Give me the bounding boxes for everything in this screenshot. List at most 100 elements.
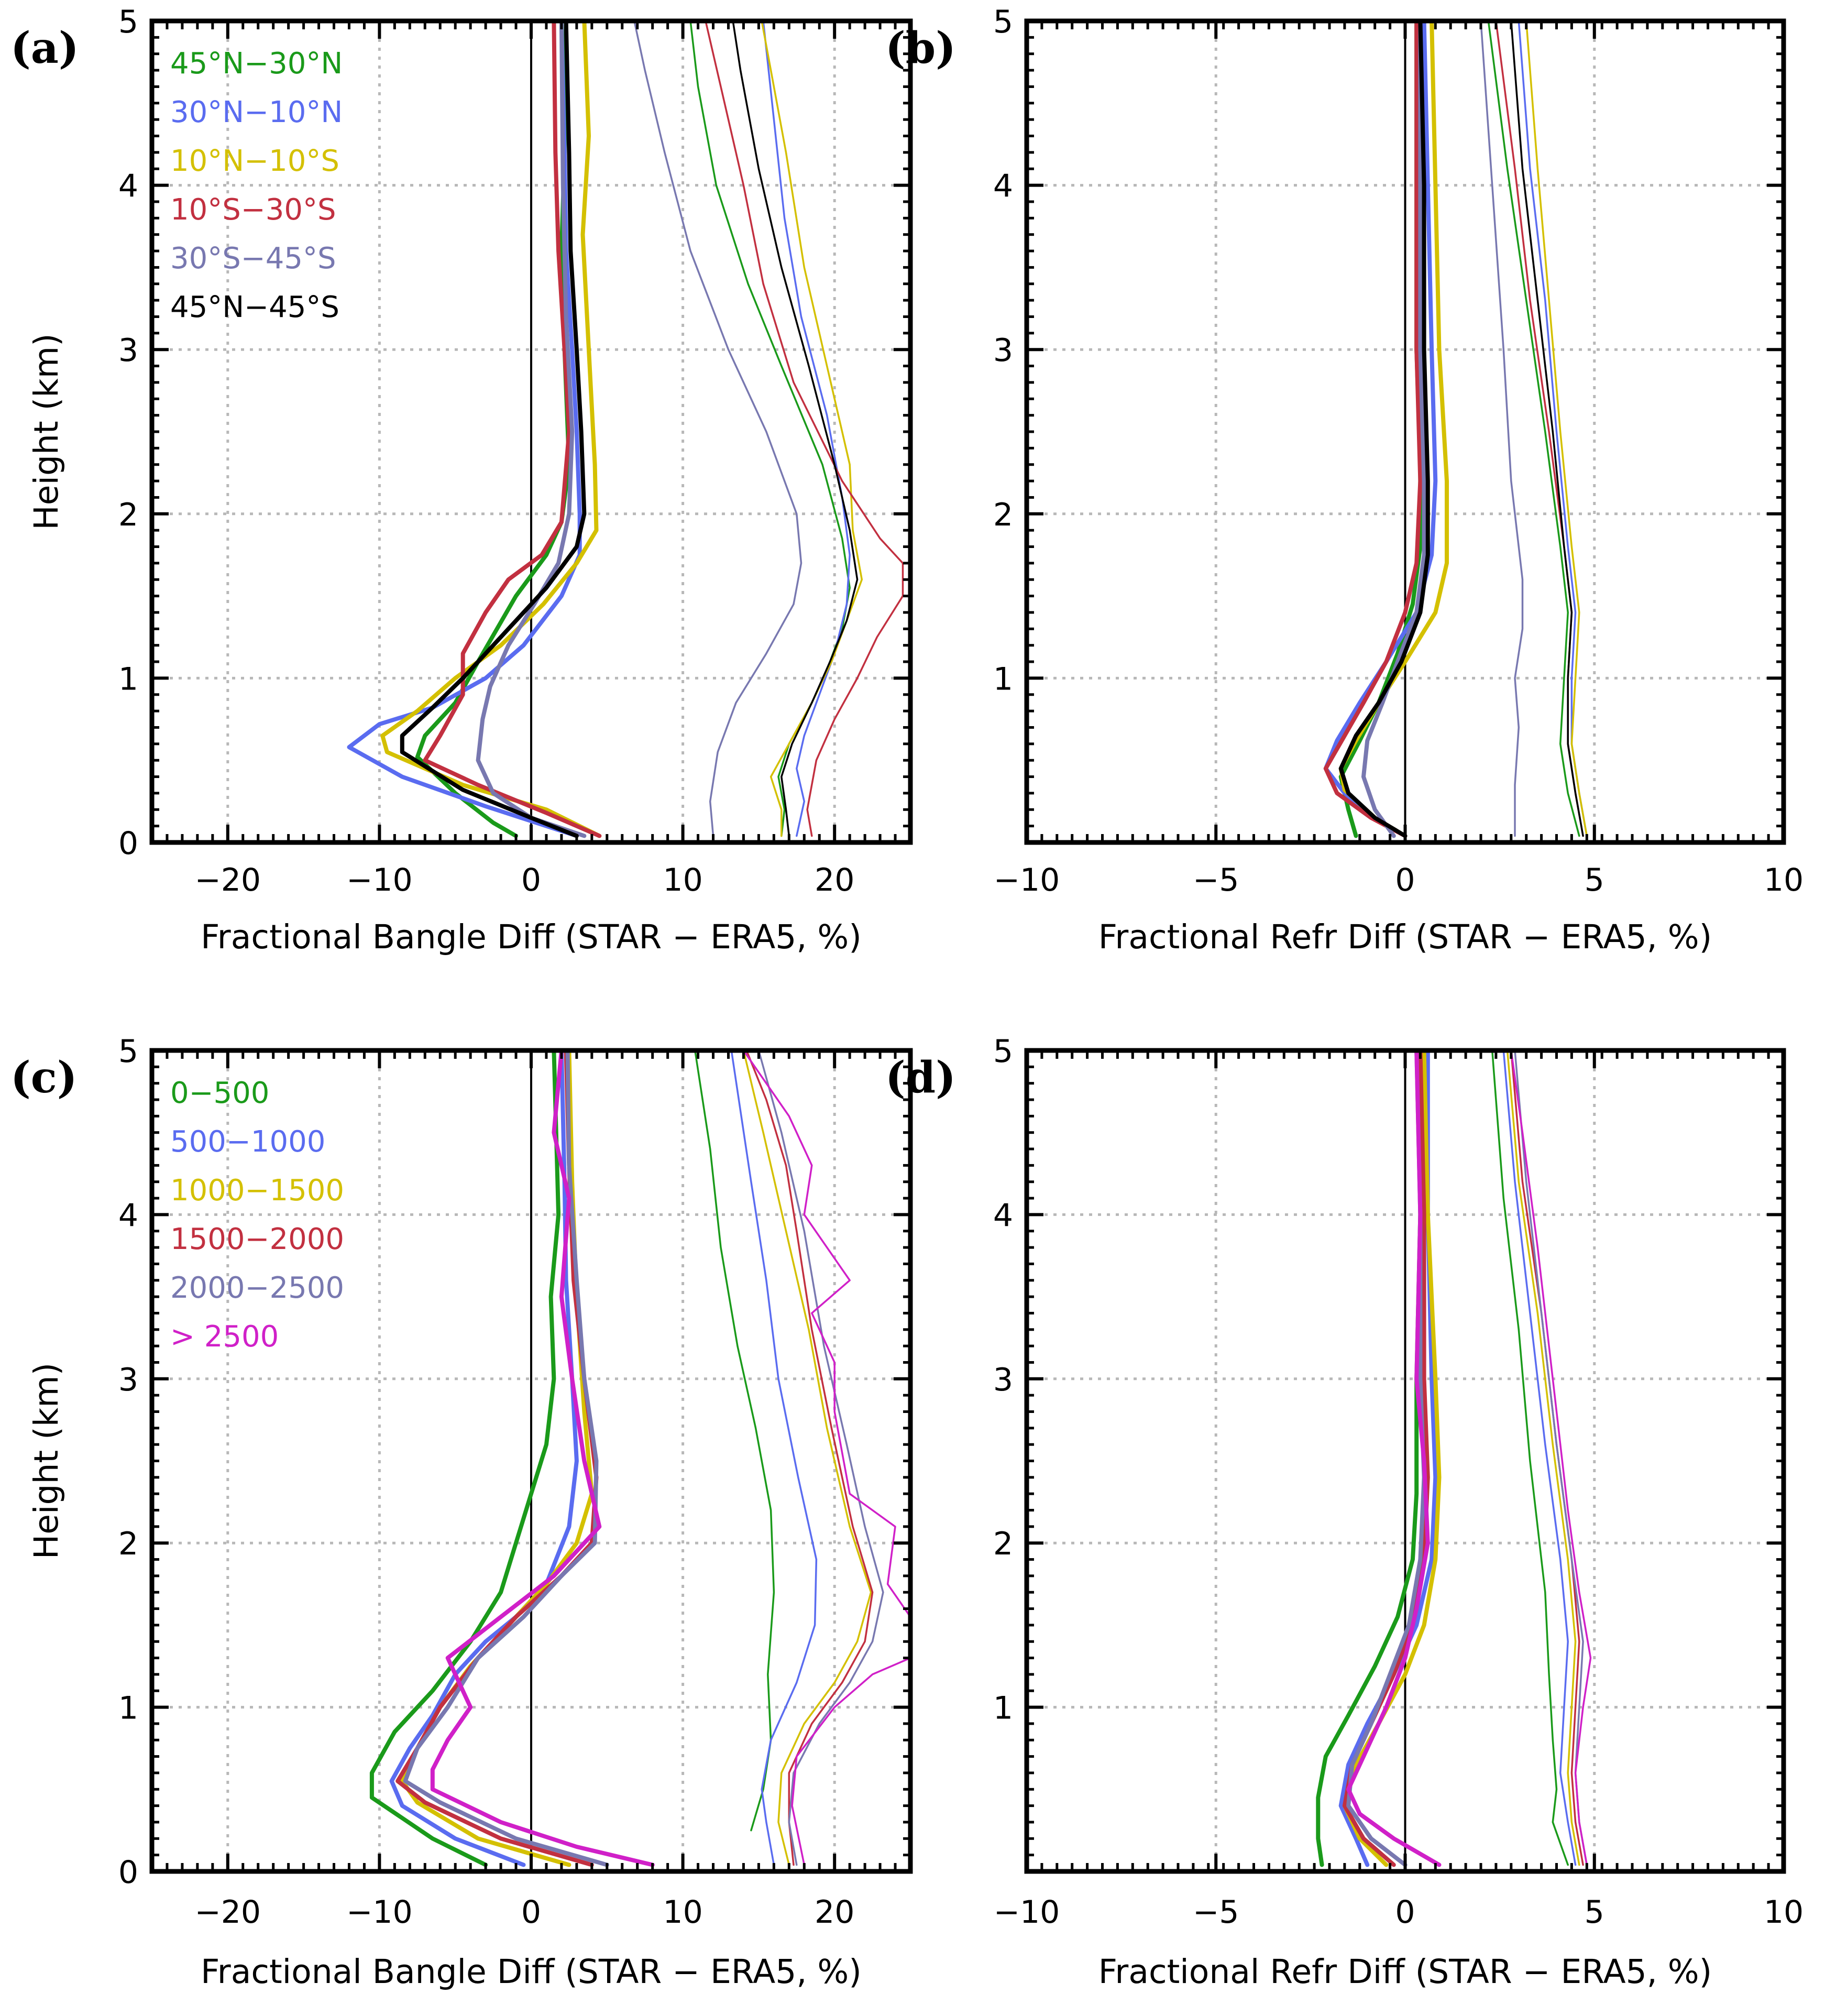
legend-entry: 500−1000 xyxy=(170,1125,325,1159)
minor-ticks xyxy=(1025,19,1785,844)
legend-entry: 10°N−10°S xyxy=(170,144,339,178)
minor-ticks xyxy=(1025,1049,1785,1873)
x-tick-label: 10 xyxy=(1764,862,1804,899)
y-tick-label: 5 xyxy=(118,1033,138,1070)
x-tick-label: −10 xyxy=(994,862,1060,899)
x-axis-label: Fractional Refr Diff (STAR − ERA5, %) xyxy=(1098,1953,1712,1991)
panel-label: (c) xyxy=(10,1053,78,1103)
legend-entry: 30°S−45°S xyxy=(170,242,336,276)
x-tick-label: −5 xyxy=(1193,862,1239,899)
series-line-spread-7 xyxy=(1495,21,1584,837)
panel-label: (b) xyxy=(885,23,956,73)
x-axis-label: Fractional Bangle Diff (STAR − ERA5, %) xyxy=(201,918,862,956)
y-tick-label: 1 xyxy=(118,1690,138,1727)
x-tick-label: 20 xyxy=(815,862,854,899)
series-line-spread-7 xyxy=(705,21,904,837)
series-line-mean-8 xyxy=(403,1050,609,1867)
y-tick-label: 5 xyxy=(993,1033,1013,1070)
series-line-mean-8 xyxy=(476,21,587,838)
x-tick-label: 0 xyxy=(1395,1894,1415,1931)
y-tick-label: 3 xyxy=(118,1362,138,1398)
legend-entry: 45°N−45°S xyxy=(170,290,339,324)
series-line-mean-0 xyxy=(415,21,571,838)
series-line-mean-6 xyxy=(1323,21,1423,838)
gridlines xyxy=(152,21,910,842)
legend-entry: 1000−1500 xyxy=(170,1174,344,1208)
panel-b: −10 −5 0 5 10 1 2 3 4 5 Fractional Refr Diff (STAR… xyxy=(885,4,1804,956)
series-line-spread-11 xyxy=(1510,21,1584,837)
series-line-spread-1 xyxy=(1491,1050,1569,1866)
y-tick-label: 1 xyxy=(993,661,1013,697)
legend-entry: 45°N−30°N xyxy=(170,47,343,81)
legend: 0−500 500−1000 1000−1500 1500−2000 2000−2500… xyxy=(170,1076,344,1354)
y-tick-label: 5 xyxy=(118,4,138,40)
legend: 45°N−30°N 30°N−10°N 10°N−10°S 10°S−30°S 30°S… xyxy=(170,47,343,324)
series-line-mean-6 xyxy=(395,1050,599,1867)
series-line-spread-1 xyxy=(1487,21,1580,837)
series-line-spread-9 xyxy=(1480,21,1524,837)
x-tick-label: 20 xyxy=(815,1894,854,1931)
series-line-mean-6 xyxy=(1342,1050,1430,1867)
series-line-spread-9 xyxy=(1514,1050,1588,1866)
y-tick-label: 2 xyxy=(118,1526,138,1562)
series-line-spread-5 xyxy=(1506,1050,1580,1866)
series-line-spread-7 xyxy=(745,1050,874,1866)
series-line-spread-3 xyxy=(1502,1050,1577,1866)
x-tick-label: 0 xyxy=(1395,862,1415,899)
series-line-spread-5 xyxy=(1525,21,1588,837)
panel-c: −20 −10 0 10 20 0 1 2 3 4 5 Fractional Bangle Diff … xyxy=(10,1033,913,1991)
series-line-spread-7 xyxy=(1510,1050,1584,1866)
series-line-spread-3 xyxy=(762,21,851,837)
legend-entry: 1500−2000 xyxy=(170,1222,344,1256)
series-line-spread-3 xyxy=(730,1050,818,1866)
series-group xyxy=(1316,1050,1592,1867)
x-axis-label: Fractional Refr Diff (STAR − ERA5, %) xyxy=(1098,918,1712,956)
legend-entry: 30°N−10°N xyxy=(170,95,343,129)
y-axis-label: Height (km) xyxy=(27,1363,65,1559)
legend-entry: 2000−2500 xyxy=(170,1271,344,1305)
y-tick-label: 5 xyxy=(993,4,1013,40)
x-tick-label: 10 xyxy=(1764,1894,1804,1931)
y-tick-label: 1 xyxy=(118,661,138,697)
series-line-mean-8 xyxy=(1361,21,1426,838)
x-tick-label: −20 xyxy=(194,862,261,899)
y-tick-label: 0 xyxy=(118,1854,138,1891)
series-line-spread-11 xyxy=(742,1050,910,1866)
series-line-spread-1 xyxy=(689,21,851,837)
y-tick-label: 4 xyxy=(993,168,1013,205)
series-line-spread-11 xyxy=(732,21,859,837)
x-tick-label: 10 xyxy=(663,1894,702,1931)
x-tick-label: 0 xyxy=(521,1894,541,1931)
series-line-spread-9 xyxy=(757,1050,884,1866)
y-tick-label: 0 xyxy=(118,825,138,862)
x-tick-label: −20 xyxy=(194,1894,261,1931)
x-tick-label: −10 xyxy=(994,1894,1060,1931)
y-tick-label: 2 xyxy=(993,497,1013,533)
x-tick-label: 0 xyxy=(521,862,541,899)
legend-entry: > 2500 xyxy=(170,1320,279,1354)
panel-d: −10 −5 0 5 10 1 2 3 4 5 Fractional Refr Diff (STAR… xyxy=(885,1033,1804,1991)
series-group xyxy=(347,21,904,838)
series-group xyxy=(1323,21,1588,838)
x-tick-label: −10 xyxy=(346,1894,413,1931)
panel-label: (a) xyxy=(10,23,79,73)
series-line-spread-5 xyxy=(742,1050,872,1866)
legend-entry: 0−500 xyxy=(170,1076,269,1110)
x-tick-label: −5 xyxy=(1193,1894,1239,1931)
y-tick-label: 1 xyxy=(993,1690,1013,1727)
series-line-mean-2 xyxy=(347,21,582,838)
minor-ticks xyxy=(150,19,912,844)
series-line-mean-4 xyxy=(1338,21,1449,838)
series-line-spread-11 xyxy=(1510,1050,1592,1866)
y-tick-label: 3 xyxy=(993,1362,1013,1398)
series-line-mean-6 xyxy=(423,21,602,838)
series-line-spread-9 xyxy=(633,21,802,837)
x-tick-label: 5 xyxy=(1585,1894,1604,1931)
series-line-mean-10 xyxy=(430,1050,655,1867)
series-line-mean-8 xyxy=(1346,1050,1426,1867)
series-line-mean-10 xyxy=(1346,1050,1442,1867)
y-tick-label: 3 xyxy=(993,332,1013,369)
y-tick-label: 4 xyxy=(118,168,138,205)
y-tick-label: 2 xyxy=(118,497,138,533)
